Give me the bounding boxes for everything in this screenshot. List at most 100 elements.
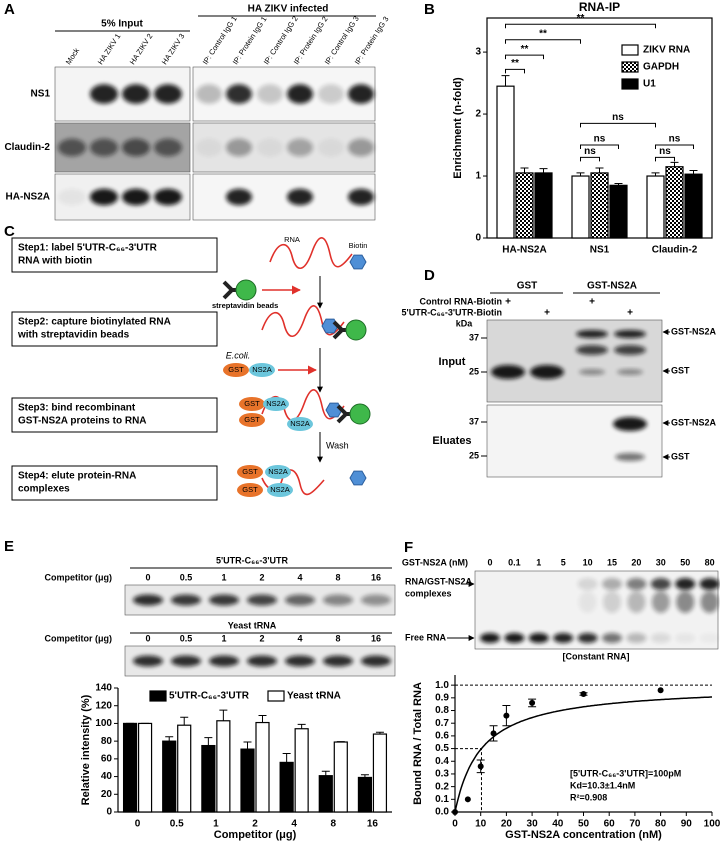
y-tick-label: 100 <box>95 718 112 729</box>
x-tick-label: 60 <box>604 819 616 830</box>
point <box>464 796 471 803</box>
bar <box>590 172 609 239</box>
plus: + <box>505 297 511 308</box>
bar <box>201 744 216 813</box>
band <box>209 594 239 606</box>
bar <box>240 748 255 813</box>
y-tick-label: 0.7 <box>435 718 449 729</box>
y-axis-label: Bound RNA / Total RNA <box>412 682 424 805</box>
band <box>579 369 605 375</box>
kda-marker: 37 <box>469 332 479 342</box>
header: GST-NS2A <box>587 281 637 292</box>
y-tick-label: 60 <box>101 753 113 764</box>
lane-label: 8 <box>335 633 340 643</box>
significance-bracket <box>655 144 694 150</box>
bar <box>216 720 231 813</box>
band <box>613 417 647 431</box>
band <box>676 591 695 613</box>
x-tick-label: NS1 <box>590 245 610 256</box>
annotation: R²=0.908 <box>570 792 607 802</box>
panel-label: B <box>424 1 435 18</box>
row-label: Claudin-2 <box>4 142 50 153</box>
plus: + <box>544 308 550 319</box>
band <box>602 578 622 590</box>
biotin-label: Biotin <box>349 241 368 250</box>
panel-label: A <box>4 1 15 18</box>
gst <box>237 465 263 479</box>
legend-swatch <box>267 690 285 702</box>
y-tick-label: 0.4 <box>435 756 449 767</box>
band <box>700 633 720 643</box>
blot <box>486 404 663 478</box>
lane-label: Mock <box>64 46 81 66</box>
significance-label: ** <box>511 58 519 69</box>
complex-label: complexes <box>405 588 452 598</box>
bar <box>515 172 534 239</box>
blot <box>192 122 376 173</box>
band <box>578 591 597 613</box>
gst <box>239 397 265 411</box>
lane-label: 0 <box>145 633 150 643</box>
band <box>122 138 150 157</box>
step-text: GST-NS2A proteins to RNA <box>18 416 147 427</box>
bar <box>333 741 348 813</box>
lane-label: 8 <box>335 572 340 582</box>
constant-label: [Constant RNA] <box>563 651 630 661</box>
point <box>490 730 497 737</box>
x-tick-label: 8 <box>331 819 337 830</box>
lane-label: 0 <box>145 572 150 582</box>
ns2a-label: NS2A <box>268 467 288 476</box>
y-tick-label: 20 <box>101 789 113 800</box>
band-label: GST-NS2A <box>671 417 717 427</box>
point <box>657 687 664 694</box>
gst <box>239 413 265 427</box>
ns2a-label: NS2A <box>290 419 310 428</box>
bar <box>122 722 138 813</box>
significance-bracket <box>655 156 675 162</box>
point <box>580 691 587 698</box>
bar <box>571 175 590 239</box>
point <box>452 809 458 815</box>
x-tick-label: 10 <box>475 819 487 830</box>
lane-label: 0.5 <box>180 572 193 582</box>
chart-title: RNA-IP <box>579 0 620 14</box>
band <box>577 633 598 643</box>
point <box>529 699 536 706</box>
band <box>247 655 277 667</box>
ns2a-label: NS2A <box>266 399 286 408</box>
free-label: Free RNA <box>405 632 447 642</box>
significance-label: ** <box>539 28 547 39</box>
bead <box>235 279 257 301</box>
step-text: complexes <box>18 484 70 495</box>
x-tick-label: 40 <box>552 819 564 830</box>
band <box>58 188 86 206</box>
y-tick-label: 40 <box>101 771 113 782</box>
band <box>122 188 150 206</box>
plus: + <box>589 297 595 308</box>
y-tick-label: 0.5 <box>435 743 449 754</box>
significance-bracket <box>505 54 544 60</box>
lane-label: 4 <box>297 633 302 643</box>
bar <box>177 724 192 813</box>
ns2a <box>287 417 313 431</box>
kd-guide <box>455 748 482 812</box>
y-tick-label: 0.3 <box>435 769 449 780</box>
fit-curve <box>454 696 712 813</box>
band <box>323 594 353 606</box>
legend-label: ZIKV RNA <box>643 45 690 56</box>
band <box>154 138 182 157</box>
y-tick-label: 0 <box>106 807 112 818</box>
step-text: Step3: bind recombinant <box>18 403 136 414</box>
legend-label: 5'UTR-C₆₆-3'UTR <box>169 691 250 702</box>
band <box>602 633 622 643</box>
band <box>287 84 313 104</box>
lane-label: 30 <box>656 557 666 567</box>
gst <box>223 363 249 377</box>
panel-label: F <box>404 539 413 556</box>
x-tick-label: Claudin-2 <box>652 245 698 256</box>
lane-label: 16 <box>371 633 381 643</box>
legend-swatch <box>621 61 639 73</box>
legend-swatch <box>149 690 167 702</box>
significance-label: ns <box>594 134 606 145</box>
